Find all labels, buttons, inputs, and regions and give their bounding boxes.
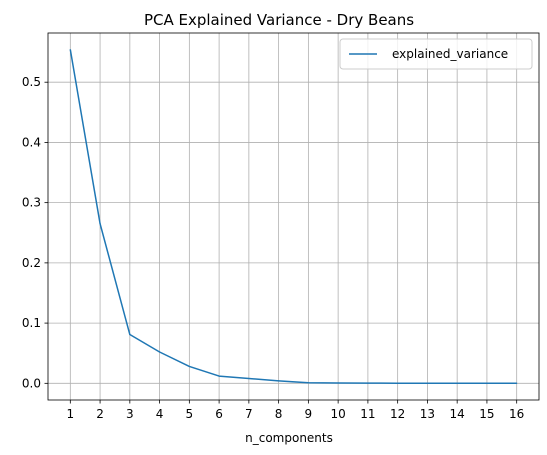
x-tick-label: 8 xyxy=(275,407,283,421)
data-point xyxy=(158,351,161,353)
x-tick-label: 14 xyxy=(450,407,465,421)
data-point xyxy=(218,375,220,377)
x-tick-label: 9 xyxy=(305,407,313,421)
data-point xyxy=(69,49,71,51)
data-point xyxy=(426,382,429,384)
legend: explained_variance xyxy=(339,38,533,70)
data-point xyxy=(397,382,399,384)
x-axis: 1 2 3 4 5 6 7 8 9 10 11 12 13 14 15 16 xyxy=(66,400,524,421)
data-point xyxy=(516,382,518,384)
y-tick-label: 0.4 xyxy=(22,135,41,149)
chart-title: PCA Explained Variance - Dry Beans xyxy=(144,11,414,29)
y-tick-label: 0.1 xyxy=(22,316,41,330)
data-point xyxy=(248,377,250,380)
plot-frame xyxy=(47,32,540,401)
x-tick-label: 10 xyxy=(330,407,345,421)
x-tick-label: 13 xyxy=(420,407,435,421)
data-point xyxy=(99,223,101,225)
grid xyxy=(48,33,539,400)
y-tick-label: 0.3 xyxy=(22,196,41,210)
x-tick-label: 11 xyxy=(360,407,375,421)
x-tick-label: 12 xyxy=(390,407,405,421)
series-layer xyxy=(69,49,518,385)
y-tick-label: 0.2 xyxy=(22,256,41,270)
y-tick-label: 0.5 xyxy=(22,75,41,89)
y-tick-label: 0.0 xyxy=(22,376,41,390)
x-tick-label: 3 xyxy=(126,407,134,421)
data-point xyxy=(486,382,488,384)
y-axis: 0.0 0.1 0.2 0.3 0.4 0.5 xyxy=(22,75,48,390)
data-point xyxy=(367,382,369,384)
x-tick-label: 16 xyxy=(509,407,524,421)
data-point xyxy=(337,382,339,384)
x-tick-label: 7 xyxy=(245,407,253,421)
x-tick-label: 6 xyxy=(215,407,223,421)
data-point xyxy=(456,382,458,384)
x-tick-label: 15 xyxy=(479,407,494,421)
x-tick-label: 4 xyxy=(156,407,164,421)
data-point xyxy=(307,382,309,384)
legend-label: explained_variance xyxy=(392,47,508,61)
series-line-explained-variance xyxy=(69,49,517,385)
x-tick-label: 5 xyxy=(186,407,194,421)
x-axis-label: n_components xyxy=(245,431,333,445)
x-tick-label: 2 xyxy=(96,407,104,421)
data-point xyxy=(129,333,131,336)
x-tick-label: 1 xyxy=(66,407,74,421)
data-point xyxy=(188,365,190,368)
data-point xyxy=(278,380,280,382)
legend-box xyxy=(339,38,533,70)
